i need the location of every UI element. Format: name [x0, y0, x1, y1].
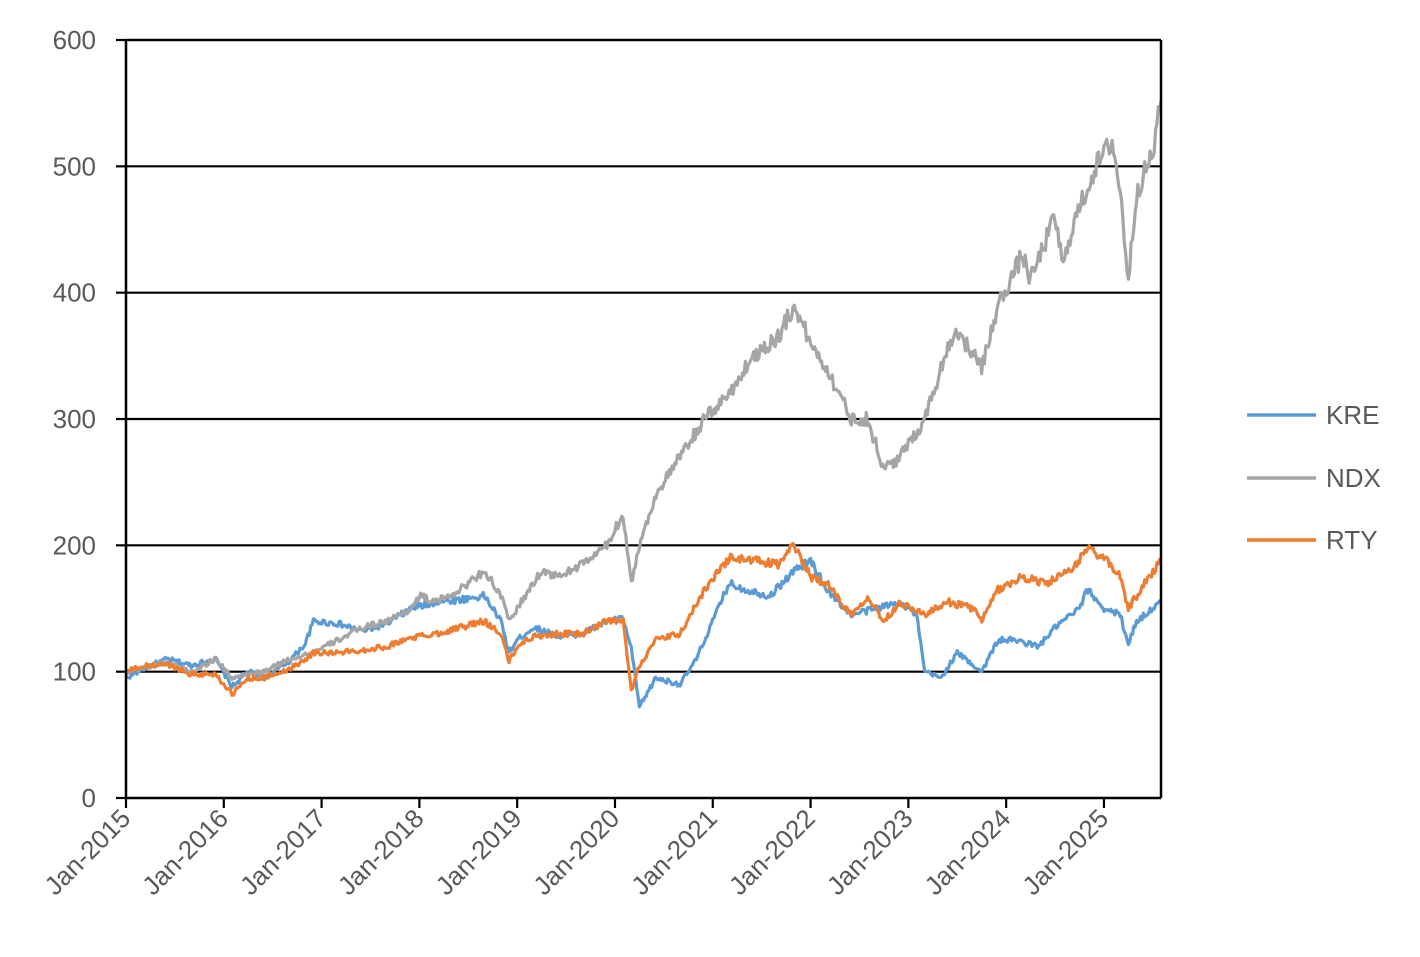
legend: KRE NDX RTY [1247, 400, 1381, 555]
legend-label: NDX [1326, 463, 1381, 493]
y-tick-label: 400 [53, 278, 96, 308]
series-line-ndx [124, 100, 1163, 681]
legend-item-kre: KRE [1247, 400, 1379, 430]
series-layer [124, 100, 1163, 709]
legend-item-ndx: NDX [1247, 463, 1381, 493]
y-axis-tick-labels: 0 100 200 300 400 500 600 [53, 25, 126, 813]
legend-label: KRE [1326, 400, 1379, 430]
y-tick-label: 600 [53, 25, 96, 55]
x-tick-label: Jan-2017 [234, 803, 332, 901]
x-tick-label: Jan-2022 [723, 803, 821, 901]
series-line-rty [125, 542, 1162, 697]
x-tick-label: Jan-2020 [527, 803, 625, 901]
x-axis-ticks: Jan-2015 Jan-2016 Jan-2017 Jan-2018 Jan-2019… [38, 798, 1114, 901]
y-tick-label: 0 [82, 783, 96, 813]
axes [124, 38, 1163, 800]
y-tick-label: 500 [53, 151, 96, 181]
x-tick-label: Jan-2018 [332, 803, 430, 901]
x-tick-label: Jan-2023 [821, 803, 919, 901]
y-tick-label: 300 [53, 404, 96, 434]
series-line-kre [125, 556, 1163, 709]
y-tick-label: 100 [53, 657, 96, 687]
y-tick-label: 200 [53, 530, 96, 560]
legend-item-rty: RTY [1247, 525, 1378, 555]
legend-label: RTY [1326, 525, 1378, 555]
x-tick-label: Jan-2021 [625, 803, 723, 901]
gridlines [126, 38, 1161, 673]
x-tick-label: Jan-2024 [919, 803, 1017, 901]
x-tick-label: Jan-2019 [430, 803, 528, 901]
x-tick-label: Jan-2025 [1016, 803, 1114, 901]
x-tick-label: Jan-2016 [136, 803, 234, 901]
x-tick-label: Jan-2015 [38, 803, 136, 901]
